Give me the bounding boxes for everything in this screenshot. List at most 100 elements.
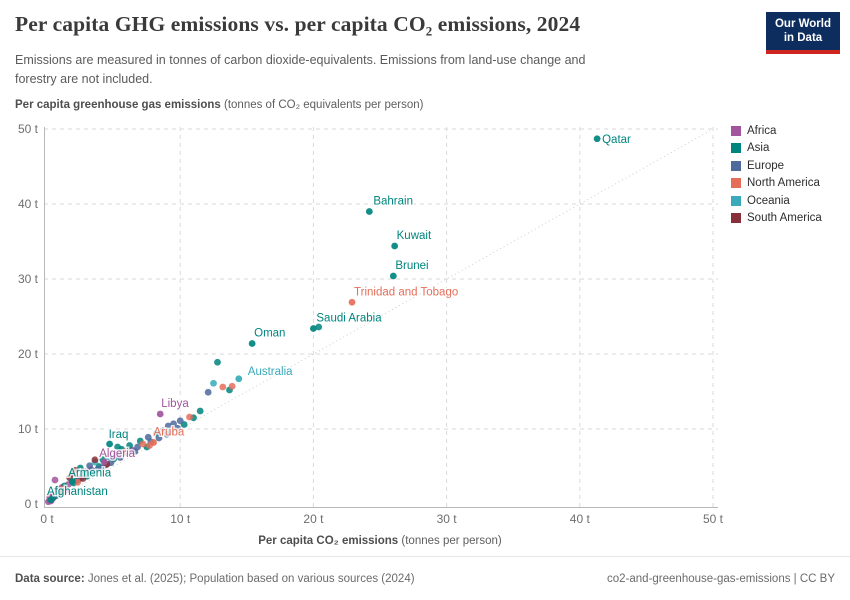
data-source-label: Data source: [15, 572, 85, 585]
data-point[interactable] [54, 485, 62, 493]
data-point[interactable] [74, 478, 82, 486]
data-point-oman[interactable] [248, 340, 256, 347]
license-link[interactable]: co2-and-greenhouse-gas-emissions | CC BY [607, 572, 835, 585]
data-point[interactable] [76, 464, 84, 472]
country-label: Armenia [68, 468, 111, 480]
x-tick-label: 30 t [437, 512, 458, 526]
data-point[interactable] [88, 467, 96, 475]
country-label: Brunei [395, 260, 428, 272]
country-label: Algeria [99, 448, 135, 460]
data-point-bahrain[interactable] [365, 208, 373, 215]
scatter-plot: 0 t 10 t 20 t 30 t 40 t 50 t 0 t 10 t 20 t 30 t 40… [18, 122, 724, 526]
legend: Africa Asia Europe North America Oceania Sout… [731, 122, 822, 227]
data-source: Data source: Jones et al. (2025); Popula… [15, 573, 415, 585]
data-point-armenia[interactable] [68, 478, 76, 485]
legend-label: South America [747, 212, 822, 225]
data-point-afghanistan[interactable] [47, 496, 55, 504]
country-label: Oman [254, 328, 285, 340]
data-point[interactable] [122, 448, 129, 455]
data-point[interactable] [174, 424, 181, 432]
y-tick-label: 50 t [18, 122, 39, 136]
data-point[interactable] [116, 454, 124, 461]
data-point[interactable] [164, 422, 172, 430]
data-point[interactable] [186, 413, 193, 421]
country-label: Bahrain [373, 196, 413, 208]
country-label: Iraq [109, 429, 129, 441]
data-point[interactable] [59, 489, 67, 497]
data-point[interactable] [134, 443, 141, 451]
chart-subtitle: Emissions are measured in tonnes of carb… [15, 53, 586, 86]
chart-footer: Data source: Jones et al. (2025); Popula… [0, 556, 850, 600]
data-point[interactable] [104, 453, 112, 461]
y-axis-title: Per capita greenhouse gas emissions (ton… [15, 99, 423, 111]
data-source-text: Jones et al. (2025); Population based on… [87, 572, 415, 585]
data-point[interactable] [91, 456, 99, 464]
data-point-trinidad-and-tobago[interactable] [348, 298, 356, 306]
data-point[interactable] [155, 434, 163, 442]
legend-item-oceania[interactable]: Oceania [731, 192, 822, 210]
country-label: Saudi Arabia [316, 313, 382, 325]
y-axis-title-bold: Per capita greenhouse gas emissions [15, 99, 221, 111]
x-tick-label: 40 t [570, 512, 591, 526]
y-tick-label: 20 t [18, 347, 39, 361]
page-title: Per capita GHG emissions vs. per capita … [15, 12, 581, 36]
legend-swatch [731, 143, 741, 154]
data-point-iraq[interactable] [106, 440, 114, 448]
legend-swatch [731, 125, 741, 136]
x-axis-title-rest: (tonnes per person) [398, 535, 502, 547]
legend-label: Europe [747, 159, 785, 172]
data-point[interactable] [228, 382, 236, 390]
legend-label: Oceania [747, 194, 790, 207]
data-point[interactable] [51, 476, 59, 484]
data-point[interactable] [126, 442, 133, 449]
x-axis-title: Per capita CO₂ emissions (tonnes per per… [47, 535, 713, 547]
data-point-algeria[interactable] [100, 458, 108, 466]
owid-logo[interactable]: Our World in Data [766, 12, 840, 54]
data-point[interactable] [214, 358, 221, 366]
data-point[interactable] [170, 420, 177, 428]
x-tick-label: 0 t [40, 512, 54, 526]
x-axis-title-bold: Per capita CO₂ emissions [258, 535, 399, 547]
country-label: Trinidad and Tobago [354, 286, 458, 298]
data-point[interactable] [79, 475, 87, 482]
data-point-australia[interactable] [235, 375, 243, 383]
x-tick-label: 50 t [703, 512, 724, 526]
legend-swatch [731, 178, 741, 189]
data-point[interactable] [71, 466, 79, 474]
country-label: Qatar [602, 134, 631, 146]
data-point[interactable] [86, 462, 94, 470]
data-point[interactable] [219, 383, 227, 391]
data-point-brunei[interactable] [389, 272, 397, 280]
legend-item-north-america[interactable]: North America [731, 175, 822, 193]
y-tick-label: 0 t [25, 497, 39, 511]
y-axis-title-rest: (tonnes of CO₂ equivalents per person) [220, 99, 424, 111]
country-label: Aruba [154, 427, 185, 439]
data-point-kuwait[interactable] [391, 242, 399, 250]
legend-item-south-america[interactable]: South America [731, 210, 822, 228]
country-label: Kuwait [397, 230, 432, 242]
data-point-saudi-arabia[interactable] [310, 325, 317, 332]
data-point[interactable] [196, 407, 204, 415]
legend-swatch [731, 195, 741, 206]
identity-line [46, 128, 714, 505]
country-label: Afghanistan [47, 486, 108, 498]
data-point[interactable] [163, 430, 171, 438]
legend-label: Asia [747, 142, 770, 155]
data-point[interactable] [204, 388, 212, 396]
legend-item-africa[interactable]: Africa [731, 122, 822, 140]
legend-item-europe[interactable]: Europe [731, 157, 822, 175]
data-point[interactable] [315, 323, 323, 331]
owid-logo-line1: Our World [774, 18, 831, 30]
data-point-qatar[interactable] [593, 135, 601, 143]
x-tick-label: 10 t [170, 512, 191, 526]
data-point[interactable] [176, 417, 184, 425]
data-point[interactable] [210, 379, 217, 387]
legend-item-asia[interactable]: Asia [731, 140, 822, 158]
data-point-libya[interactable] [156, 410, 164, 418]
data-point-aruba[interactable] [150, 439, 157, 446]
data-point[interactable] [139, 440, 147, 448]
legend-label: North America [747, 177, 820, 190]
legend-label: Africa [747, 124, 777, 137]
y-tick-label: 10 t [18, 422, 39, 436]
